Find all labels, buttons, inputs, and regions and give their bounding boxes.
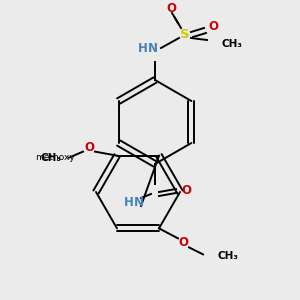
- Text: O: O: [178, 236, 188, 249]
- Text: O: O: [208, 20, 218, 32]
- Text: CH₃: CH₃: [40, 153, 61, 163]
- Text: CH₃: CH₃: [217, 251, 238, 261]
- Text: S: S: [180, 28, 190, 40]
- Text: N: N: [134, 196, 144, 208]
- Text: N: N: [148, 41, 158, 55]
- Text: O: O: [84, 141, 94, 154]
- Text: methoxy: methoxy: [35, 153, 75, 162]
- Text: O: O: [166, 2, 176, 14]
- Text: CH₃: CH₃: [221, 39, 242, 49]
- Text: O: O: [181, 184, 191, 196]
- Text: H: H: [124, 196, 134, 208]
- Text: H: H: [138, 41, 148, 55]
